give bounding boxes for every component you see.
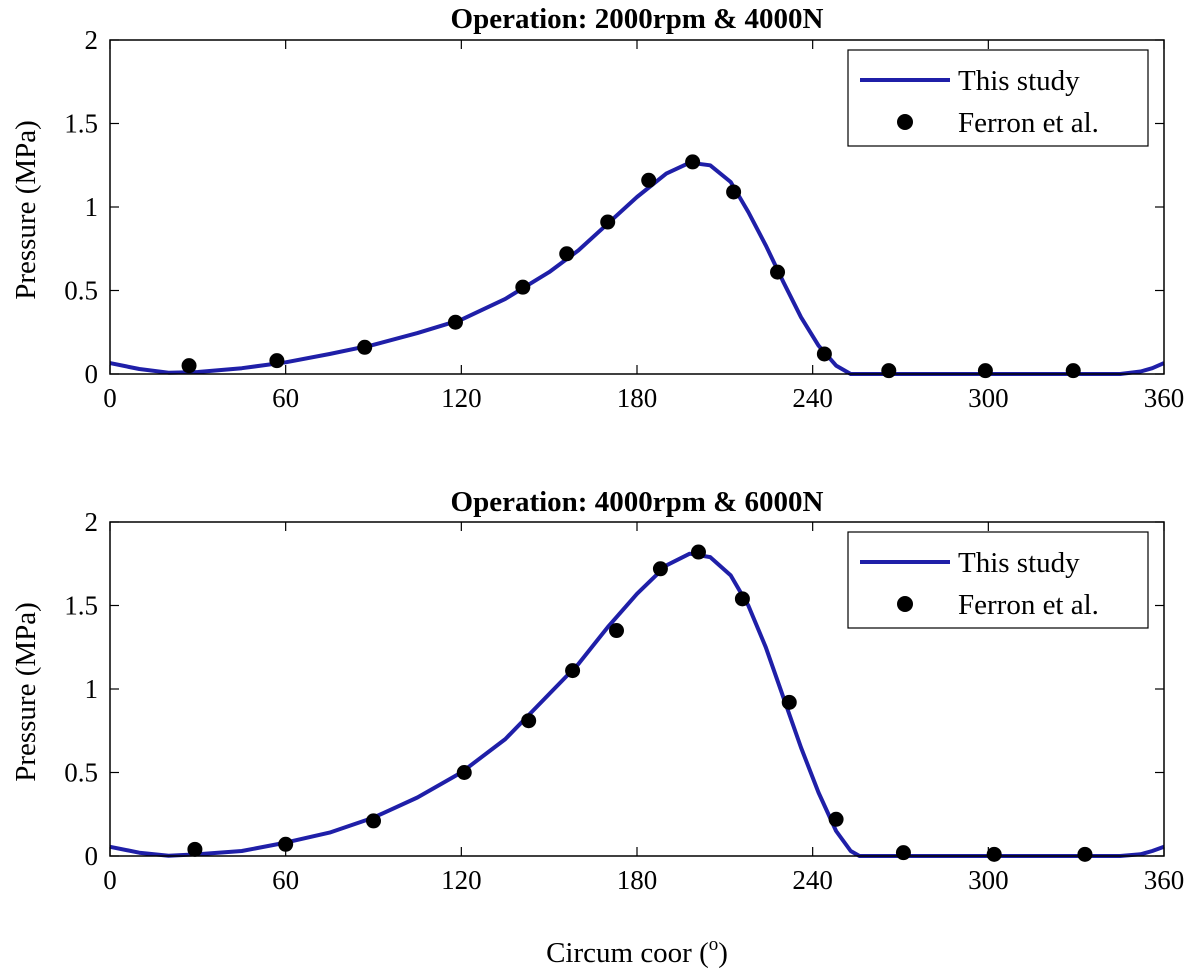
x-tick-label: 60	[272, 383, 299, 413]
chart-title: Operation: 4000rpm & 6000N	[451, 486, 824, 518]
data-point-ferron	[521, 713, 537, 729]
data-point-ferron	[690, 544, 706, 560]
data-point-ferron	[895, 845, 911, 861]
y-tick-label: 1.5	[64, 591, 98, 621]
data-point-ferron	[609, 623, 625, 639]
x-tick-label: 300	[968, 865, 1009, 895]
x-tick-label: 360	[1144, 865, 1185, 895]
legend-label-this-study: This study	[958, 65, 1080, 97]
data-point-ferron	[447, 314, 463, 330]
data-point-ferron	[278, 836, 294, 852]
x-tick-label: 0	[103, 383, 117, 413]
axes-frame	[109, 521, 1165, 857]
data-point-ferron	[726, 184, 742, 200]
data-point-ferron	[515, 279, 531, 295]
data-point-ferron	[269, 353, 285, 369]
legend: This study Ferron et al.	[847, 531, 1149, 629]
series-line-this-study	[109, 160, 1165, 376]
data-point-ferron	[685, 154, 701, 170]
data-point-ferron	[600, 214, 616, 230]
x-tick-label: 60	[272, 865, 299, 895]
y-tick-label: 0.5	[64, 276, 98, 306]
plot-area	[109, 154, 1165, 379]
data-point-ferron	[652, 561, 668, 577]
legend-marker-swatch	[897, 114, 913, 130]
legend-label-this-study: This study	[958, 547, 1080, 579]
y-axis-label: Pressure (MPa)	[10, 120, 42, 300]
y-axis-label: Pressure (MPa)	[10, 602, 42, 782]
x-axis-label-prefix: Circum coor (	[546, 937, 709, 969]
data-point-ferron	[1077, 846, 1093, 862]
data-point-ferron	[881, 363, 897, 379]
x-tick-label: 120	[441, 865, 482, 895]
y-tick-label: 0	[85, 841, 99, 871]
data-point-ferron	[641, 172, 657, 188]
legend-label-ferron: Ferron et al.	[958, 107, 1099, 139]
y-tick-label: 0.5	[64, 758, 98, 788]
chart-panel-bottom: Operation: 4000rpm & 6000N Pressure (MPa…	[10, 486, 1184, 895]
degree-superscript: o	[709, 934, 719, 955]
x-tick-label: 360	[1144, 383, 1185, 413]
y-tick-label: 1	[85, 192, 99, 222]
x-axis-label-suffix: )	[718, 937, 728, 969]
chart-title: Operation: 2000rpm & 4000N	[451, 3, 824, 35]
data-point-ferron	[565, 663, 581, 679]
data-point-ferron	[781, 694, 797, 710]
x-tick-label: 120	[441, 383, 482, 413]
data-point-ferron	[456, 765, 472, 780]
tick-layer: 0 60 120 180 240 300 360 0 0.5 1 1.5 2	[64, 507, 1184, 895]
data-point-ferron	[357, 339, 373, 355]
data-point-ferron	[770, 264, 786, 280]
legend-label-ferron: Ferron et al.	[958, 589, 1099, 621]
data-point-ferron	[187, 841, 203, 857]
data-point-ferron	[816, 346, 832, 362]
data-point-ferron	[181, 358, 197, 374]
x-tick-label: 300	[968, 383, 1009, 413]
y-tick-label: 2	[85, 507, 99, 537]
axes-frame	[109, 39, 1165, 375]
y-tick-label: 1	[85, 674, 99, 704]
data-point-ferron	[366, 813, 381, 829]
y-tick-label: 2	[85, 25, 99, 55]
legend-box	[847, 49, 1149, 147]
data-point-ferron	[559, 246, 575, 262]
x-axis-label: Circum coor (o)	[546, 934, 728, 969]
x-tick-label: 0	[103, 865, 117, 895]
x-tick-label: 240	[792, 383, 833, 413]
data-point-ferron	[986, 846, 1002, 862]
data-point-ferron	[977, 363, 993, 379]
y-tick-label: 0	[85, 359, 99, 389]
x-tick-label: 180	[617, 383, 658, 413]
legend-box	[847, 531, 1149, 629]
data-point-ferron	[1065, 363, 1081, 379]
legend-marker-swatch	[897, 596, 913, 612]
y-tick-label: 1.5	[64, 109, 98, 139]
chart-panel-top: Operation: 2000rpm & 4000N Pressure (MPa…	[10, 3, 1184, 413]
x-tick-label: 240	[792, 865, 833, 895]
data-point-ferron	[828, 811, 844, 827]
legend: This study Ferron et al.	[847, 49, 1149, 147]
data-point-ferron	[734, 591, 750, 607]
x-tick-label: 180	[617, 865, 658, 895]
tick-layer: 0 60 120 180 240 300 360 0 0.5 1 1.5 2	[64, 25, 1184, 413]
